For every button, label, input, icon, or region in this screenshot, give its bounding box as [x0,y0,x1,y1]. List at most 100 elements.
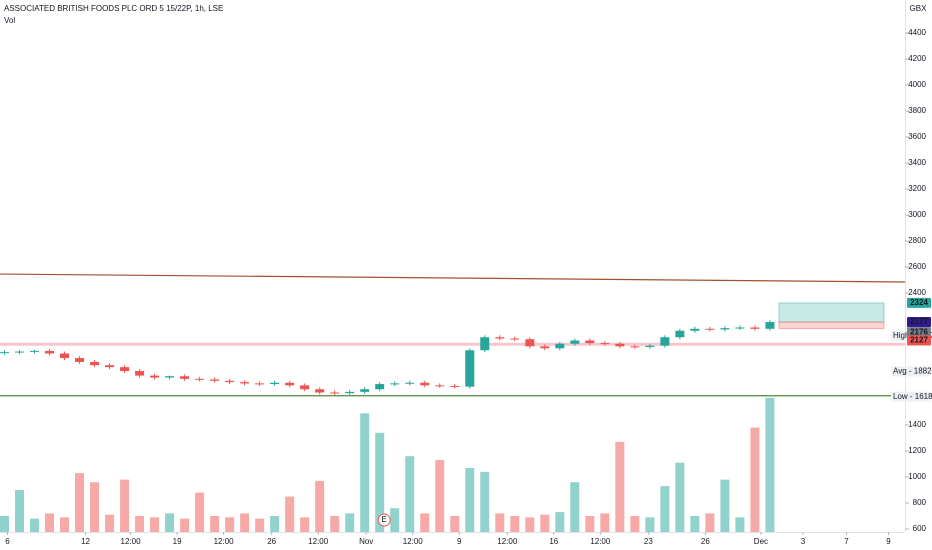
volume-bar [480,471,490,532]
candle-body [75,358,85,362]
stat-label-box [891,366,931,377]
y-tick-label: 3800 [908,106,926,115]
candle-body [435,385,445,387]
volume-bar [135,516,145,532]
volume-bar [660,486,670,532]
event-label: E [382,515,387,524]
volume-bar [90,482,100,532]
volume-bar [390,508,400,532]
candle-body [450,385,460,387]
y-tick-label: 2600 [908,262,926,271]
volume-bar [525,517,535,532]
candle-body [600,343,610,345]
volume-bar [510,516,520,532]
candle-body [375,384,385,390]
volume-bar [0,516,10,532]
volume-bar [150,517,160,532]
candle-body [195,378,205,380]
stat-label-box [891,391,931,402]
candle-body [690,328,700,331]
volume-bar [195,492,205,532]
x-tick-label: Dec [754,537,768,546]
candle-body [120,367,130,372]
price-tag-label: 2324 [910,298,928,307]
trend-line [0,273,906,283]
candle-body [300,385,310,390]
y2-tick-label: 1400 [908,420,926,429]
x-tick-label: 12 [81,537,90,546]
candle-body [315,389,325,393]
candle-body [210,379,220,381]
candle-body [510,338,520,340]
volume-bar [15,490,25,532]
candle-body [15,351,25,353]
candle-body [165,376,175,378]
candle-body [360,389,370,392]
volume-bar [420,513,430,532]
volume-bar [375,432,385,532]
candle-body [675,330,685,338]
position-stop [778,321,885,330]
x-tick-label: 12:00 [497,537,518,546]
candle-body [270,382,280,385]
x-tick-label: 12:00 [403,537,424,546]
stat-label: Low - 1618 [893,392,932,401]
candle-body [240,382,250,384]
x-tick-label: 16 [549,537,558,546]
y-tick-label: 4000 [908,80,926,89]
candle-body [330,392,340,394]
candle-body [225,380,235,383]
candle-body [390,383,400,385]
volume-bar [450,516,460,532]
candle-body [615,343,625,347]
x-tick-label: 12:00 [214,537,235,546]
volume-bar [105,514,115,532]
position-target [778,302,885,323]
volume-bar [120,479,130,532]
indicator-label: Vol [4,16,15,25]
volume-bar [60,517,70,532]
x-tick-label: 26 [267,537,276,546]
price-tag-label: 2177 [910,317,928,326]
candle-body [750,327,760,329]
price-tag-label: 2176 [910,327,928,336]
volume-bar [240,513,250,532]
volume-bar [330,516,340,532]
volume-bar [270,516,280,532]
volume-bar [555,512,565,532]
volume-bar [210,516,220,532]
x-tick-label: 12:00 [590,537,611,546]
volume-bar [645,517,655,532]
volume-bar [300,517,310,532]
candle-body [555,343,565,349]
currency-label: GBX [910,4,928,13]
candle-body [735,327,745,329]
volume-bar [705,513,715,532]
y2-tick-label: 600 [913,524,927,533]
candle-body [60,353,70,359]
candle-body [420,382,430,386]
x-tick-label: 12:00 [121,537,142,546]
y-tick-label: 4400 [908,28,926,37]
price-tag [907,297,931,308]
candle-body [720,328,730,330]
volume-bar [255,518,265,532]
candle-body [570,340,580,344]
candle-body [765,322,775,329]
volume-bar [750,427,760,532]
price-tag [907,335,931,346]
x-tick-label: 26 [701,537,710,546]
volume-bar [615,441,625,532]
volume-bar [405,456,415,532]
candle-body [90,361,100,366]
volume-bar [765,397,775,532]
volume-bar [495,513,505,532]
candle-body [255,383,265,385]
price-tag [907,327,931,338]
x-tick-label: Nov [359,537,373,546]
candle-body [180,376,190,379]
y-tick-label: 3200 [908,184,926,193]
volume-bar [630,516,640,532]
candle-body [480,337,490,351]
